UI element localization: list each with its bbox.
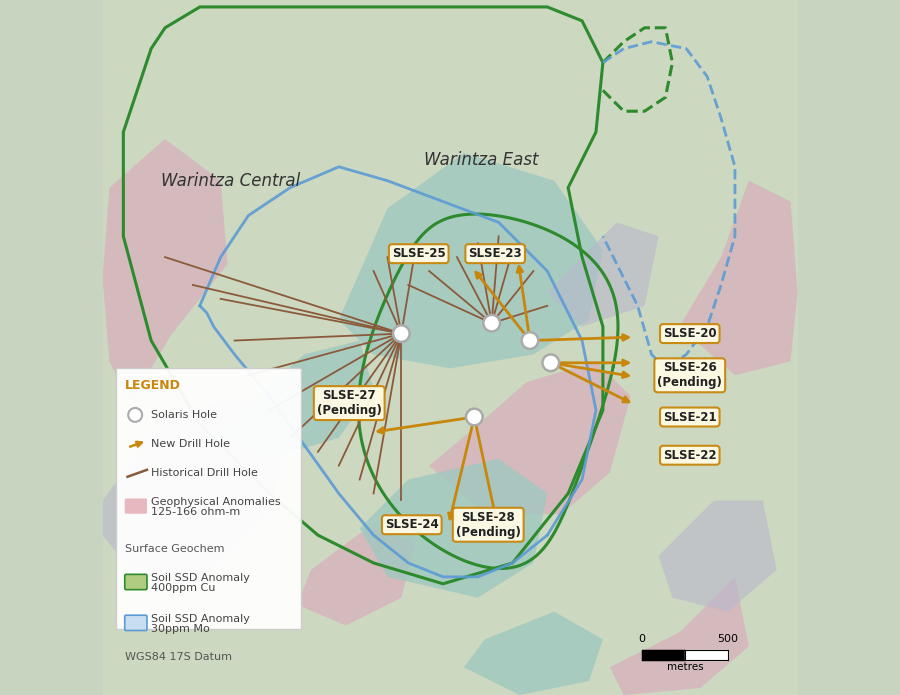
- Text: SLSE-20: SLSE-20: [663, 327, 716, 340]
- Circle shape: [393, 325, 410, 342]
- Text: 400ppm Cu: 400ppm Cu: [151, 583, 215, 594]
- Text: metres: metres: [667, 662, 703, 672]
- FancyBboxPatch shape: [125, 615, 147, 630]
- FancyBboxPatch shape: [125, 574, 147, 589]
- Polygon shape: [103, 0, 797, 695]
- Polygon shape: [464, 612, 603, 695]
- Circle shape: [466, 409, 482, 425]
- Text: New Drill Hole: New Drill Hole: [151, 439, 230, 449]
- FancyBboxPatch shape: [116, 368, 301, 629]
- Text: 0: 0: [638, 634, 645, 644]
- Circle shape: [543, 354, 559, 371]
- Text: Soil SSD Anomaly: Soil SSD Anomaly: [151, 614, 250, 623]
- Text: 125-166 ohm-m: 125-166 ohm-m: [151, 507, 240, 517]
- Text: Surface Geochem: Surface Geochem: [125, 544, 224, 554]
- Circle shape: [522, 332, 538, 349]
- Polygon shape: [680, 181, 797, 375]
- Text: Warintza Central: Warintza Central: [161, 172, 301, 190]
- Polygon shape: [103, 139, 228, 403]
- Polygon shape: [547, 222, 659, 327]
- Polygon shape: [338, 153, 603, 368]
- Circle shape: [483, 315, 500, 332]
- Text: Soil SSD Anomaly: Soil SSD Anomaly: [151, 573, 250, 583]
- Text: Solaris Hole: Solaris Hole: [151, 410, 217, 420]
- Polygon shape: [659, 500, 777, 612]
- Text: 500: 500: [717, 634, 739, 644]
- Text: SLSE-27
(Pending): SLSE-27 (Pending): [317, 389, 382, 417]
- Polygon shape: [360, 459, 547, 598]
- Text: Geophysical Anomalies: Geophysical Anomalies: [151, 497, 281, 507]
- Polygon shape: [297, 528, 415, 626]
- Text: 30ppm Mo: 30ppm Mo: [151, 624, 210, 634]
- Text: SLSE-21: SLSE-21: [663, 411, 716, 423]
- Text: Warintza East: Warintza East: [424, 151, 538, 169]
- Text: SLSE-22: SLSE-22: [663, 449, 716, 461]
- Text: LEGEND: LEGEND: [125, 379, 181, 392]
- Polygon shape: [220, 341, 374, 459]
- Polygon shape: [610, 577, 749, 695]
- FancyBboxPatch shape: [125, 498, 147, 514]
- Text: WGS84 17S Datum: WGS84 17S Datum: [125, 652, 231, 662]
- Polygon shape: [429, 361, 631, 514]
- Text: Historical Drill Hole: Historical Drill Hole: [151, 468, 258, 478]
- Polygon shape: [103, 396, 290, 584]
- Text: SLSE-23: SLSE-23: [468, 247, 522, 260]
- Text: SLSE-25: SLSE-25: [392, 247, 446, 260]
- Circle shape: [128, 408, 142, 422]
- Text: SLSE-28
(Pending): SLSE-28 (Pending): [455, 511, 521, 539]
- Text: SLSE-24: SLSE-24: [385, 518, 438, 531]
- Text: SLSE-26
(Pending): SLSE-26 (Pending): [657, 361, 722, 389]
